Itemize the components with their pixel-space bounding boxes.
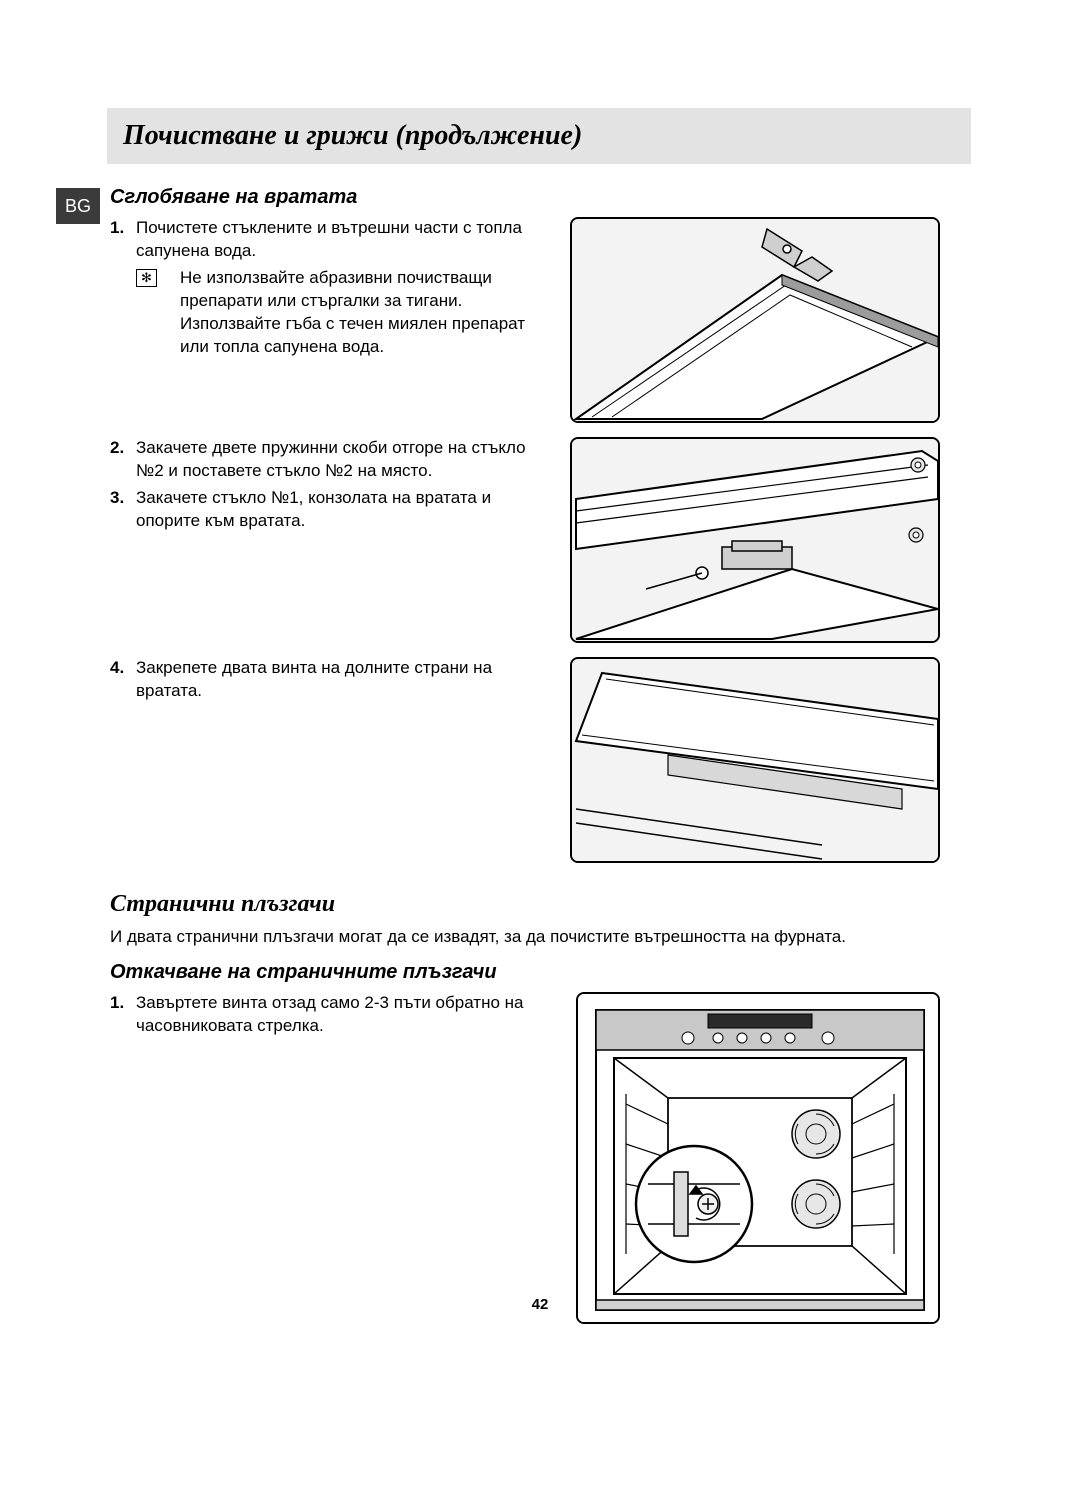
section2-step1-row: 1. Завъртете винта отзад само 2-3 пъти о…: [110, 992, 970, 1324]
figure1-col: [570, 217, 940, 423]
step4: 4. Закрепете двата винта на долните стра…: [110, 657, 550, 703]
note-icon: ✻: [136, 267, 180, 359]
step23-text-col: 2. Закачете двете пружинни скоби отгоре …: [110, 437, 550, 643]
section2-subheading: Откачване на страничните плъзгачи: [110, 961, 970, 984]
step3-num: 3.: [110, 487, 136, 533]
figure3: [570, 657, 940, 863]
note-text: Не използвайте абразивни почистващи преп…: [180, 267, 550, 359]
language-badge-text: BG: [65, 196, 91, 217]
page-title-bar: Почистване и грижи (продължение): [107, 108, 971, 164]
step2-text: Закачете двете пружинни скоби отгоре на …: [136, 437, 550, 483]
step1-note: ✻ Не използвайте абразивни почистващи пр…: [110, 267, 550, 359]
step3: 3. Закачете стъкло №1, конзолата на врат…: [110, 487, 550, 533]
step1: 1. Почистете стъклените и вътрешни части…: [110, 217, 550, 263]
section2-heading: Странични плъзгачи: [110, 891, 970, 918]
section2-step1-num: 1.: [110, 992, 136, 1038]
figure4: [576, 992, 940, 1324]
section1-heading: Сглобяване на вратата: [110, 186, 970, 209]
section2-step1: 1. Завъртете винта отзад само 2-3 пъти о…: [110, 992, 550, 1038]
page-number: 42: [0, 1296, 1080, 1313]
step1-row: 1. Почистете стъклените и вътрешни части…: [110, 217, 970, 423]
step1-num: 1.: [110, 217, 136, 263]
figure3-col: [570, 657, 940, 863]
step4-text: Закрепете двата винта на долните страни …: [136, 657, 550, 703]
figure2: [570, 437, 940, 643]
step1-text: Почистете стъклените и вътрешни части с …: [136, 217, 550, 263]
step23-row: 2. Закачете двете пружинни скоби отгоре …: [110, 437, 970, 643]
step4-row: 4. Закрепете двата винта на долните стра…: [110, 657, 970, 863]
figure4-col: [570, 992, 940, 1324]
section2-intro: И двата странични плъзгачи могат да се и…: [110, 926, 970, 949]
page-title: Почистване и грижи (продължение): [123, 120, 582, 152]
language-badge: BG: [56, 188, 100, 224]
figure1: [570, 217, 940, 423]
figure2-col: [570, 437, 940, 643]
section2-step1-text-col: 1. Завъртете винта отзад само 2-3 пъти о…: [110, 992, 550, 1324]
step3-text: Закачете стъкло №1, конзолата на вратата…: [136, 487, 550, 533]
step2: 2. Закачете двете пружинни скоби отгоре …: [110, 437, 550, 483]
step4-text-col: 4. Закрепете двата винта на долните стра…: [110, 657, 550, 863]
step4-num: 4.: [110, 657, 136, 703]
section2-step1-text: Завъртете винта отзад само 2-3 пъти обра…: [136, 992, 550, 1038]
step1-text-col: 1. Почистете стъклените и вътрешни части…: [110, 217, 550, 423]
step2-num: 2.: [110, 437, 136, 483]
